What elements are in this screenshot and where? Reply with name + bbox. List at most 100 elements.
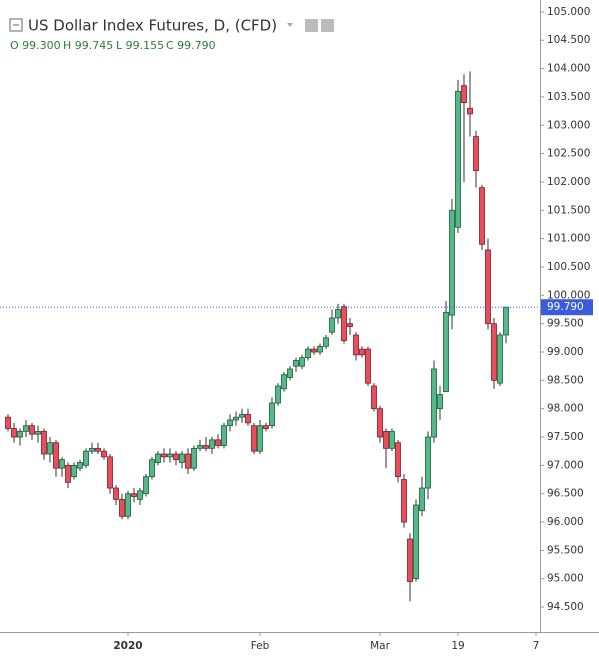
candle-body xyxy=(101,450,107,458)
candles xyxy=(5,71,509,602)
candle-body xyxy=(467,107,473,115)
candle-body xyxy=(317,345,323,353)
candle-body xyxy=(389,430,395,449)
candle-body xyxy=(491,323,497,381)
y-tick-label: 102.500 xyxy=(547,148,590,160)
candle-body xyxy=(407,538,413,582)
candle-body xyxy=(131,493,137,497)
candle-body xyxy=(305,348,311,359)
y-tick-label: 99.000 xyxy=(547,346,584,358)
candle-body xyxy=(59,459,65,469)
candle-body xyxy=(455,90,461,228)
candle-body xyxy=(377,408,383,438)
candle-body xyxy=(209,439,215,449)
y-tick-label: 101.000 xyxy=(547,233,590,245)
candle-body xyxy=(395,442,401,478)
candle-body xyxy=(365,348,371,384)
candle-body xyxy=(413,504,419,580)
candle-body xyxy=(155,453,161,463)
candle-body xyxy=(269,402,275,427)
candle-body xyxy=(203,445,209,449)
candle-body xyxy=(77,462,83,469)
y-tick-label: 95.000 xyxy=(547,573,584,585)
candle-body xyxy=(161,453,167,458)
candle-body xyxy=(11,428,17,438)
candle-body xyxy=(137,490,143,500)
y-tick-label: 101.500 xyxy=(547,204,590,216)
settings-button[interactable] xyxy=(321,19,334,32)
candle-body xyxy=(485,249,491,325)
candle-body xyxy=(113,487,119,500)
candle-body xyxy=(17,430,23,438)
x-tick-label: Mar xyxy=(370,640,390,652)
candle-body xyxy=(149,459,155,478)
candle-body xyxy=(215,439,221,446)
candle-body xyxy=(251,425,257,452)
candle-body xyxy=(185,453,191,469)
candle-body xyxy=(341,306,347,342)
y-tick-label: 103.000 xyxy=(547,119,590,131)
candle-body xyxy=(419,487,425,512)
candle-body xyxy=(35,430,41,435)
candle-body xyxy=(335,309,341,319)
candle-body xyxy=(497,334,503,384)
x-tick-label: 7 xyxy=(533,640,540,652)
candle-body xyxy=(425,436,431,489)
y-tick-label: 94.500 xyxy=(547,601,584,613)
candle-body xyxy=(41,430,47,455)
ohlc-close: C 99.790 xyxy=(166,39,216,52)
candle-body xyxy=(197,445,203,449)
candle-body xyxy=(29,425,35,435)
candle-body xyxy=(125,493,131,517)
ohlc-open: O 99.300 xyxy=(10,39,61,52)
candle-body xyxy=(461,85,467,103)
y-tick-label: 99.500 xyxy=(547,318,584,330)
x-tick-label: 2020 xyxy=(113,640,142,652)
y-tick-label: 97.500 xyxy=(547,431,584,443)
candle-body xyxy=(47,442,53,455)
x-tick-label: Feb xyxy=(251,640,270,652)
y-tick-label: 104.500 xyxy=(547,34,590,46)
settings-button[interactable] xyxy=(305,19,318,32)
candle-body xyxy=(89,447,95,452)
candle-body xyxy=(479,187,485,245)
dropdown-icon[interactable] xyxy=(287,23,293,27)
y-tick-label: 102.000 xyxy=(547,176,590,188)
y-tick-label: 105.000 xyxy=(547,6,590,18)
candle-body xyxy=(359,348,365,356)
candle-body xyxy=(323,337,329,347)
candle-body xyxy=(71,464,77,478)
y-tick-label: 96.500 xyxy=(547,488,584,500)
candle-body xyxy=(443,311,449,393)
candle-body xyxy=(83,450,89,466)
candle-body xyxy=(353,334,359,356)
y-tick-label: 100.500 xyxy=(547,261,590,273)
candle-body xyxy=(383,430,389,449)
candle-body xyxy=(119,498,125,517)
candle-body xyxy=(191,447,197,469)
candle-body xyxy=(167,453,173,458)
y-tick-label: 98.000 xyxy=(547,403,584,415)
candle-body xyxy=(371,385,377,410)
candle-body xyxy=(221,425,227,446)
ohlc-low: L 99.155 xyxy=(116,39,164,52)
candle-body xyxy=(281,374,287,390)
candle-body xyxy=(275,385,281,404)
candle-body xyxy=(53,442,59,469)
y-tick-label: 97.000 xyxy=(547,459,584,471)
candle-body xyxy=(473,136,479,172)
candle-body xyxy=(143,476,149,495)
y-tick-label: 95.500 xyxy=(547,544,584,556)
y-tick-label: 96.000 xyxy=(547,516,584,528)
candle-body xyxy=(311,348,317,353)
candle-body xyxy=(179,453,185,463)
candle-body xyxy=(299,357,305,367)
candle-body xyxy=(233,416,239,421)
chart-title: US Dollar Index Futures, D, (CFD) xyxy=(28,17,277,35)
x-tick-label: 19 xyxy=(451,640,464,652)
candle-body xyxy=(449,209,455,316)
candle-body xyxy=(329,317,335,333)
